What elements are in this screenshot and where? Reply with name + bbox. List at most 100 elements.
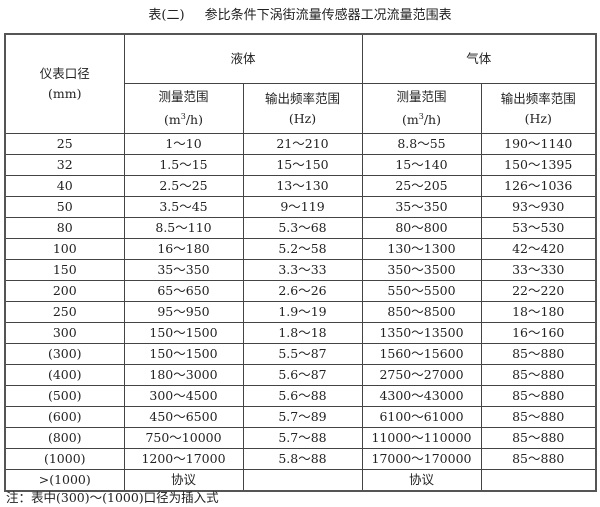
table-cell: 8.5～110 <box>123 217 244 239</box>
table-cell: 5.6～88 <box>242 385 363 407</box>
table-cell: 6100～61000 <box>361 406 482 428</box>
table-cell: (500) <box>4 385 125 407</box>
header-diameter: 仪表口径 (mm) <box>4 33 125 134</box>
table-row: 50 3.5～45 9～119 35～350 93～930 <box>4 196 597 218</box>
table-caption: 参比条件下涡街流量传感器工况流量范围表 <box>204 8 452 23</box>
table-cell: 85～880 <box>480 385 597 407</box>
table-cell: 25～205 <box>361 175 482 197</box>
table-row: 250 95～950 1.9～19 850～8500 18～180 <box>4 301 597 323</box>
table-cell: 42～420 <box>480 238 597 260</box>
table-cell: 450～6500 <box>123 406 244 428</box>
table-cell: 126～1036 <box>480 175 597 197</box>
table-cell: 50 <box>4 196 125 218</box>
table-cell: 40 <box>4 175 125 197</box>
table-cell: 协议 <box>361 469 482 492</box>
table-cell: 65～650 <box>123 280 244 302</box>
table-cell: 21～210 <box>242 133 363 155</box>
table-row: 200 65～650 2.6～26 550～5500 22～220 <box>4 280 597 302</box>
table-row: (800) 750～10000 5.7～88 11000～110000 85～880 <box>4 427 597 449</box>
table-cell <box>480 469 597 492</box>
table-cell: 750～10000 <box>123 427 244 449</box>
table-cell: >(1000) <box>4 469 125 492</box>
table-cell: 32 <box>4 154 125 176</box>
table-cell: 150～1395 <box>480 154 597 176</box>
table-row: 100 16～180 5.2～58 130～1300 42～420 <box>4 238 597 260</box>
table-cell: 150～1500 <box>123 322 244 344</box>
table-cell: (400) <box>4 364 125 386</box>
table-cell: 15～140 <box>361 154 482 176</box>
header-liquid-measure-range: 测量范围 (m3/h) <box>123 83 244 134</box>
table-cell: 95～950 <box>123 301 244 323</box>
table-cell: 85～880 <box>480 364 597 386</box>
table-cell: 80～800 <box>361 217 482 239</box>
table-cell: 300 <box>4 322 125 344</box>
table-row: (1000) 1200～17000 5.8～88 17000～170000 85～880 <box>4 448 597 470</box>
table-cell: 9～119 <box>242 196 363 218</box>
table-cell: (600) <box>4 406 125 428</box>
table-title: 表(二) 参比条件下涡街流量传感器工况流量范围表 <box>0 4 600 23</box>
table-cell: 33～330 <box>480 259 597 281</box>
table-cell: 850～8500 <box>361 301 482 323</box>
table-cell: 17000～170000 <box>361 448 482 470</box>
table-cell: 5.2～58 <box>242 238 363 260</box>
header-liquid-freq-range: 输出频率范围 (Hz) <box>242 83 363 134</box>
table-cell: 85～880 <box>480 343 597 365</box>
table-cell: 4300～43000 <box>361 385 482 407</box>
table-cell: 85～880 <box>480 406 597 428</box>
table-cell: 3.5～45 <box>123 196 244 218</box>
table-cell: 550～5500 <box>361 280 482 302</box>
table-cell: 16～160 <box>480 322 597 344</box>
table-cell: 18～180 <box>480 301 597 323</box>
table-cell: 1350～13500 <box>361 322 482 344</box>
table-cell: 100 <box>4 238 125 260</box>
header-gas-freq-range: 输出频率范围 (Hz) <box>480 83 597 134</box>
table-cell: 250 <box>4 301 125 323</box>
table-cell: 5.3～68 <box>242 217 363 239</box>
table-cell: 180～3000 <box>123 364 244 386</box>
table-cell: (300) <box>4 343 125 365</box>
table-row: 25 1～10 21～210 8.8～55 190～1140 <box>4 133 597 155</box>
table-cell: 35～350 <box>123 259 244 281</box>
table-cell: 22～220 <box>480 280 597 302</box>
table-note: 注：表中(300)～(1000)口径为插入式 <box>6 490 219 505</box>
table-cell: 150～1500 <box>123 343 244 365</box>
table-cell: 3.3～33 <box>242 259 363 281</box>
flow-range-table: 仪表口径 (mm) 液体 气体 测量范围 (m3/h) 输出频率范围 (Hz) 测量范… <box>4 33 597 492</box>
table-row: 40 2.5～25 13～130 25～205 126～1036 <box>4 175 597 197</box>
table-row: >(1000) 协议 协议 <box>4 469 597 492</box>
table-row: 300 150～1500 1.8～18 1350～13500 16～160 <box>4 322 597 344</box>
table-cell: 200 <box>4 280 125 302</box>
table-cell: 15～150 <box>242 154 363 176</box>
table-cell: 1～10 <box>123 133 244 155</box>
table-cell <box>242 469 363 492</box>
table-cell: 2750～27000 <box>361 364 482 386</box>
table-cell: 1560～15600 <box>361 343 482 365</box>
table-cell: 5.5～87 <box>242 343 363 365</box>
table-number: 表(二) <box>148 8 185 23</box>
table-cell: 13～130 <box>242 175 363 197</box>
table-cell: 93～930 <box>480 196 597 218</box>
header-liquid: 液体 <box>123 33 363 84</box>
table-cell: 35～350 <box>361 196 482 218</box>
table-cell: 1.5～15 <box>123 154 244 176</box>
table-row: (300) 150～1500 5.5～87 1560～15600 85～880 <box>4 343 597 365</box>
table-cell: 2.6～26 <box>242 280 363 302</box>
table-cell: 85～880 <box>480 427 597 449</box>
table-cell: 5.8～88 <box>242 448 363 470</box>
table-cell: 190～1140 <box>480 133 597 155</box>
table-cell: 85～880 <box>480 448 597 470</box>
table-cell: 150 <box>4 259 125 281</box>
table-cell: (1000) <box>4 448 125 470</box>
header-gas: 气体 <box>361 33 597 84</box>
table-cell: 25 <box>4 133 125 155</box>
table-cell: 1.8～18 <box>242 322 363 344</box>
table-cell: 11000～110000 <box>361 427 482 449</box>
table-cell: 8.8～55 <box>361 133 482 155</box>
table-cell: 130～1300 <box>361 238 482 260</box>
table-row: 80 8.5～110 5.3～68 80～800 53～530 <box>4 217 597 239</box>
table-cell: 1200～17000 <box>123 448 244 470</box>
header-gas-measure-range: 测量范围 (m3/h) <box>361 83 482 134</box>
table-cell: 16～180 <box>123 238 244 260</box>
table-row: 32 1.5～15 15～150 15～140 150～1395 <box>4 154 597 176</box>
table-row: (600) 450～6500 5.7～89 6100～61000 85～880 <box>4 406 597 428</box>
